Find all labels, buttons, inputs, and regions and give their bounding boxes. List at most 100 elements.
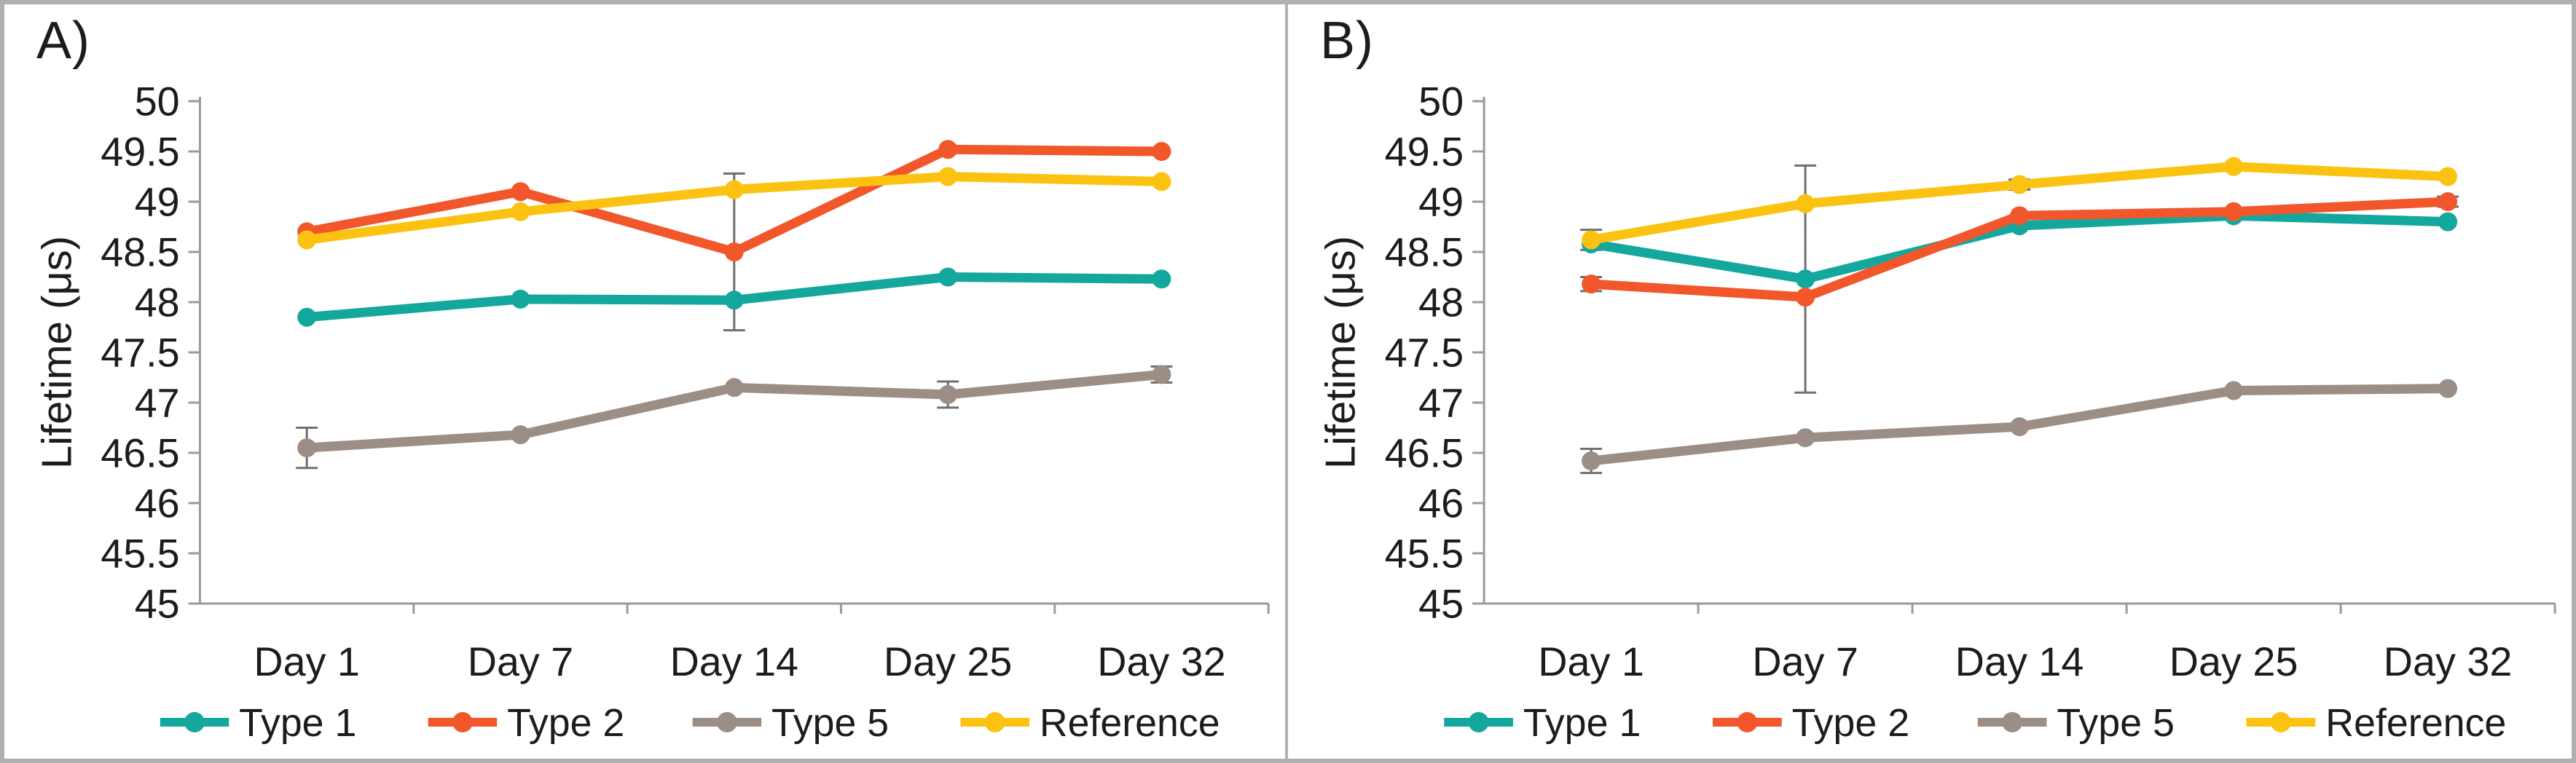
y-tick-label: 49 <box>135 178 180 224</box>
legend-label-type-1: Type 1 <box>239 701 356 745</box>
legend-marker-reference <box>2270 712 2291 732</box>
series-marker-reference <box>1152 172 1171 191</box>
series-marker-type-2 <box>511 182 530 202</box>
x-category-label: Day 1 <box>254 639 359 684</box>
series-marker-type-1 <box>511 289 530 309</box>
legend-item-type-1: Type 1 <box>1444 701 1641 745</box>
series-marker-type-5 <box>511 425 530 445</box>
series-marker-type-2 <box>2438 192 2458 211</box>
y-tick-label: 47 <box>1418 380 1464 426</box>
series-marker-reference <box>1582 230 1601 250</box>
y-tick-label: 48 <box>1418 280 1464 325</box>
series-marker-reference <box>511 202 530 221</box>
x-category-label: Day 25 <box>884 639 1012 684</box>
legend-marker-type-5 <box>716 712 737 732</box>
y-tick-label: 46.5 <box>1385 430 1464 476</box>
y-tick-label: 46 <box>1418 481 1464 526</box>
series-marker-type-5 <box>1582 451 1601 471</box>
series-marker-reference <box>2010 175 2030 194</box>
y-tick-label: 46.5 <box>101 430 179 475</box>
x-category-label: Day 7 <box>1752 639 1858 684</box>
y-tick-label: 45.5 <box>101 530 179 576</box>
series-marker-type-1 <box>1152 269 1171 289</box>
series-marker-type-5 <box>938 384 958 404</box>
x-category-label: Day 14 <box>670 639 798 684</box>
panel-b: B) 50 49.5 49 48.5 48 47.5 47 46.5 46 45.5 45 Lifet… <box>1288 4 2572 759</box>
legend-item-type-2: Type 2 <box>1713 701 1909 745</box>
series-marker-type-1 <box>2438 212 2458 232</box>
series-marker-reference <box>938 167 958 186</box>
y-tick-label: 49 <box>1418 179 1464 225</box>
series-marker-type-1 <box>938 267 958 287</box>
legend-item-reference: Reference <box>2246 701 2506 745</box>
legend-label-type-5: Type 5 <box>2057 701 2175 745</box>
legend-label-reference: Reference <box>1040 701 1220 745</box>
panel-b-label: B) <box>1320 12 1374 70</box>
series-marker-reference <box>724 180 744 199</box>
legend-marker-type-1 <box>1468 712 1489 732</box>
series-marker-type-2 <box>1796 288 1815 307</box>
y-axis-title: Lifetime (μs) <box>1318 236 1364 469</box>
panel-a-label: A) <box>36 12 90 70</box>
series-marker-type-5 <box>297 438 317 458</box>
series-marker-type-1 <box>724 290 744 310</box>
legend-item-reference: Reference <box>960 701 1220 745</box>
x-category-label: Day 7 <box>468 639 573 684</box>
y-tick-label: 50 <box>1418 79 1464 124</box>
series-marker-type-2 <box>724 242 744 261</box>
series-marker-type-5 <box>724 378 744 398</box>
y-tick-label: 48.5 <box>1385 229 1464 275</box>
series-marker-type-1 <box>1796 269 1815 289</box>
x-category-label: Day 14 <box>1955 639 2084 684</box>
legend-marker-type-1 <box>184 712 205 732</box>
legend-marker-type-2 <box>1737 712 1758 732</box>
y-tick-label: 47 <box>135 379 180 425</box>
series-marker-type-2 <box>1152 142 1171 161</box>
legend-item-type-5: Type 5 <box>1977 701 2175 745</box>
series-marker-type-2 <box>2010 206 2030 226</box>
y-tick-label: 49.5 <box>1385 129 1464 175</box>
series-marker-type-5 <box>2224 381 2244 400</box>
legend-label-reference: Reference <box>2325 701 2506 745</box>
panel-a: A) 50 49.5 49 48.5 48 47.5 47 46.5 46 45.5 45 Lifet… <box>4 4 1288 759</box>
x-category-label: Day 1 <box>1538 639 1644 684</box>
legend-label-type-5: Type 5 <box>771 701 889 745</box>
y-tick-label: 48.5 <box>101 229 179 274</box>
series-marker-type-5 <box>2010 417 2030 437</box>
legend-item-type-1: Type 1 <box>160 701 356 745</box>
series-marker-type-1 <box>297 307 317 327</box>
series-marker-type-2 <box>938 140 958 159</box>
series-marker-type-5 <box>1796 428 1815 448</box>
series-marker-type-2 <box>2224 202 2244 221</box>
y-tick-label: 46 <box>135 480 180 526</box>
legend-item-type-5: Type 5 <box>692 701 889 745</box>
series-marker-reference <box>2438 167 2458 186</box>
y-tick-label: 50 <box>135 78 180 124</box>
y-tick-label: 47.5 <box>101 329 179 375</box>
legend-item-type-2: Type 2 <box>428 701 624 745</box>
series-marker-reference <box>297 230 317 250</box>
series-marker-reference <box>1796 194 1815 213</box>
y-tick-label: 49.5 <box>101 128 179 174</box>
y-axis-title: Lifetime (μs) <box>34 236 81 469</box>
y-tick-label: 47.5 <box>1385 330 1464 376</box>
legend-marker-type-2 <box>452 712 473 732</box>
y-tick-label: 45 <box>135 580 180 626</box>
series-marker-type-5 <box>1152 365 1171 384</box>
x-category-label: Day 32 <box>2384 639 2513 684</box>
x-category-label: Day 25 <box>2169 639 2298 684</box>
legend-label-type-2: Type 2 <box>1792 701 1910 745</box>
legend-label-type-2: Type 2 <box>507 701 624 745</box>
series-marker-reference <box>2224 157 2244 176</box>
series-marker-type-2 <box>1582 274 1601 294</box>
legend-label-type-1: Type 1 <box>1523 701 1641 745</box>
legend-marker-reference <box>984 712 1005 732</box>
legend-marker-type-5 <box>2002 712 2023 732</box>
x-category-label: Day 32 <box>1097 639 1225 684</box>
y-tick-label: 45.5 <box>1385 531 1464 577</box>
y-tick-label: 45 <box>1418 581 1464 627</box>
series-marker-type-5 <box>2438 379 2458 398</box>
